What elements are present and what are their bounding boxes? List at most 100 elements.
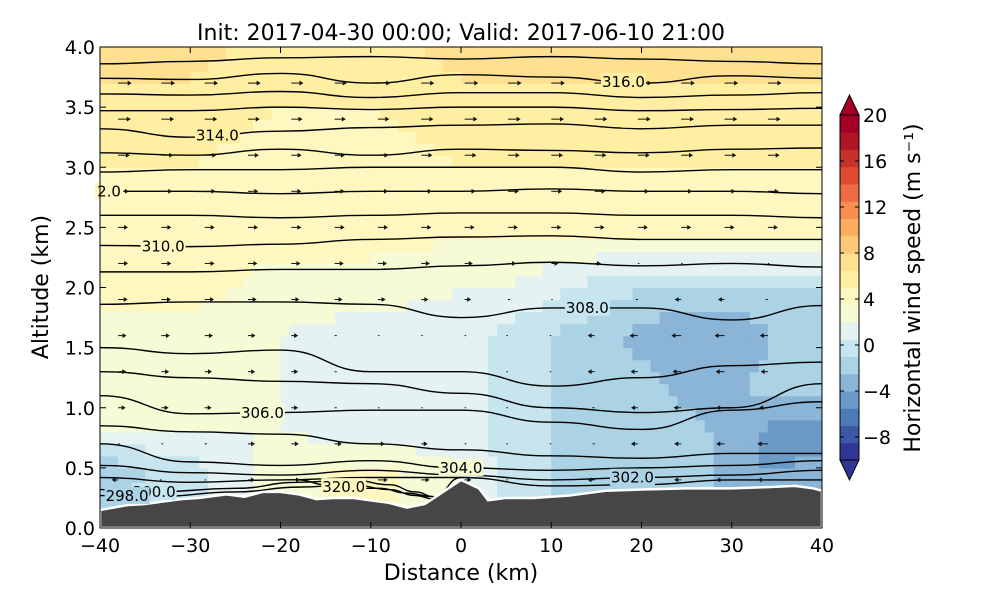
field-cell xyxy=(415,83,426,96)
field-cell xyxy=(650,239,661,253)
field-cell xyxy=(470,95,480,108)
field-cell xyxy=(740,59,751,72)
wind-arrowhead xyxy=(775,152,780,158)
field-cell xyxy=(235,287,245,301)
field-cell xyxy=(623,287,634,301)
field-cell xyxy=(731,215,742,228)
field-cell xyxy=(713,371,724,385)
field-cell xyxy=(479,479,489,493)
field-cell xyxy=(406,383,417,397)
colorbar-segment xyxy=(840,270,859,288)
field-cell xyxy=(442,431,453,445)
field-cell xyxy=(803,263,814,277)
field-cell xyxy=(569,83,579,96)
field-cell xyxy=(488,383,498,397)
field-cell xyxy=(812,47,822,60)
field-cell xyxy=(713,227,724,240)
wind-arrowhead xyxy=(716,405,721,411)
field-cell xyxy=(803,419,814,433)
field-cell xyxy=(361,467,372,481)
field-cell xyxy=(497,191,507,204)
colorbar-segment xyxy=(840,235,859,254)
field-cell xyxy=(208,443,218,457)
field-cell xyxy=(659,311,670,325)
field-cell xyxy=(118,251,128,265)
field-cell xyxy=(749,95,760,108)
field-cell xyxy=(280,395,291,409)
field-cell xyxy=(740,383,751,397)
field-cell xyxy=(253,191,264,204)
field-cell xyxy=(650,227,661,240)
field-cell xyxy=(686,419,697,433)
theta-contour-line xyxy=(100,346,822,387)
field-cell xyxy=(542,431,552,445)
wind-arrowhead xyxy=(254,152,259,158)
field-cell xyxy=(190,263,200,277)
field-cell xyxy=(668,275,679,289)
field-cell xyxy=(632,143,643,156)
field-cell xyxy=(208,479,218,493)
field-cell xyxy=(794,83,805,96)
field-cell xyxy=(614,443,625,457)
field-cell xyxy=(100,467,110,481)
field-cell xyxy=(623,107,634,120)
field-cell xyxy=(587,155,597,168)
field-cell xyxy=(370,431,381,445)
field-cell xyxy=(118,47,128,60)
field-cell xyxy=(695,167,706,180)
field-cell xyxy=(442,275,453,289)
field-cell xyxy=(262,179,273,192)
field-cell xyxy=(172,383,182,397)
field-cell xyxy=(668,71,679,84)
field-cell xyxy=(488,203,498,216)
field-cell xyxy=(244,395,255,409)
field-cell xyxy=(127,155,137,168)
field-cell xyxy=(506,419,516,433)
field-cell xyxy=(415,47,426,60)
field-cell xyxy=(524,143,534,156)
field-cell xyxy=(235,179,245,192)
field-cell xyxy=(415,455,426,469)
field-cell xyxy=(722,47,733,60)
contour-label-bg xyxy=(600,72,646,90)
field-cell xyxy=(596,395,606,409)
field-cell xyxy=(289,59,300,72)
field-cell xyxy=(785,203,796,216)
field-cell xyxy=(686,335,697,349)
field-cell xyxy=(587,311,597,325)
field-cell xyxy=(740,227,751,240)
field-cell xyxy=(596,467,606,481)
field-cell xyxy=(244,131,255,144)
field-cell xyxy=(533,455,543,469)
field-cell xyxy=(731,419,742,433)
field-cell xyxy=(424,431,435,445)
field-cell xyxy=(235,299,245,313)
field-cell xyxy=(127,119,137,132)
field-cell xyxy=(253,131,264,144)
field-cell xyxy=(208,215,218,228)
field-cell xyxy=(461,203,471,216)
field-cell xyxy=(262,383,273,397)
field-cell xyxy=(451,395,462,409)
field-cell xyxy=(551,107,561,120)
field-cell xyxy=(596,119,606,132)
field-cell xyxy=(533,83,543,96)
field-cell xyxy=(713,431,724,445)
field-cell xyxy=(163,155,173,168)
field-cell xyxy=(127,263,137,277)
field-cell xyxy=(370,407,381,421)
field-cell xyxy=(289,383,300,397)
field-cell xyxy=(307,299,318,313)
field-cell xyxy=(749,407,760,421)
field-cell xyxy=(677,239,688,253)
field-cell xyxy=(758,179,769,192)
field-cell xyxy=(605,275,616,289)
field-cell xyxy=(776,167,787,180)
field-cell xyxy=(352,179,363,192)
contour-label: 298.0 xyxy=(106,487,149,505)
field-cell xyxy=(605,263,616,277)
field-cell xyxy=(515,263,525,277)
field-cell xyxy=(749,395,760,409)
field-cell xyxy=(397,191,408,204)
field-cell xyxy=(470,239,480,253)
